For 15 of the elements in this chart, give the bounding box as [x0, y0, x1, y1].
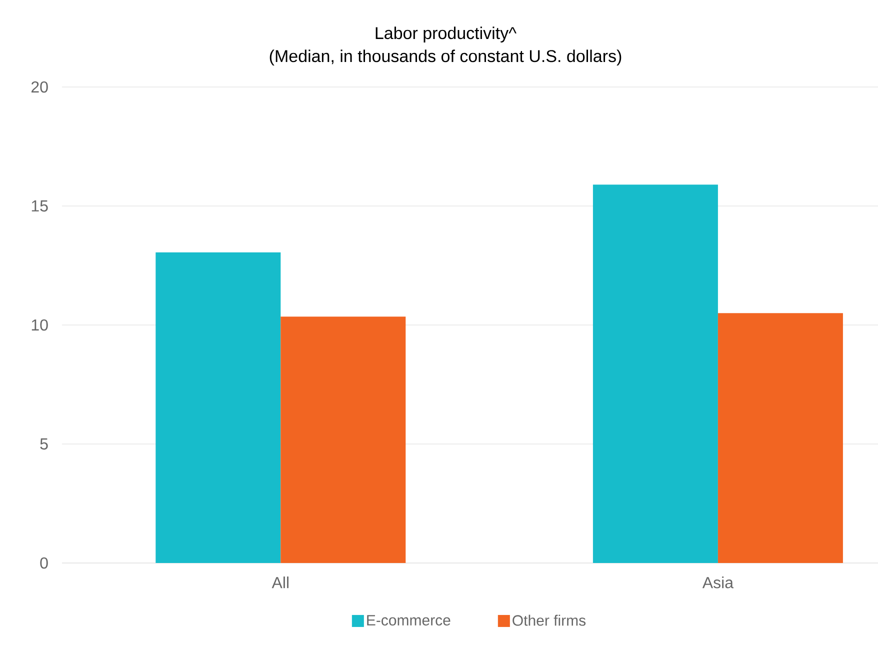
bar [718, 313, 843, 563]
chart-title: Labor productivity^ [376, 26, 516, 43]
legend-label: Other firms [512, 614, 586, 626]
y-tick-label: 5 [40, 438, 48, 450]
y-tick-label: 0 [40, 557, 48, 569]
bar [592, 184, 718, 563]
x-tick-label: Asia [702, 576, 734, 588]
y-tick-label: 10 [32, 319, 48, 331]
x-tick-label: All [272, 576, 288, 588]
bar [156, 252, 281, 563]
bar [280, 316, 406, 563]
y-tick-label: 15 [32, 200, 48, 212]
chart-subtitle: (Median, in thousands of constant U.S. dollars) [270, 50, 622, 66]
y-tick-label: 20 [31, 81, 48, 93]
legend-label: E-commerce [367, 615, 450, 626]
